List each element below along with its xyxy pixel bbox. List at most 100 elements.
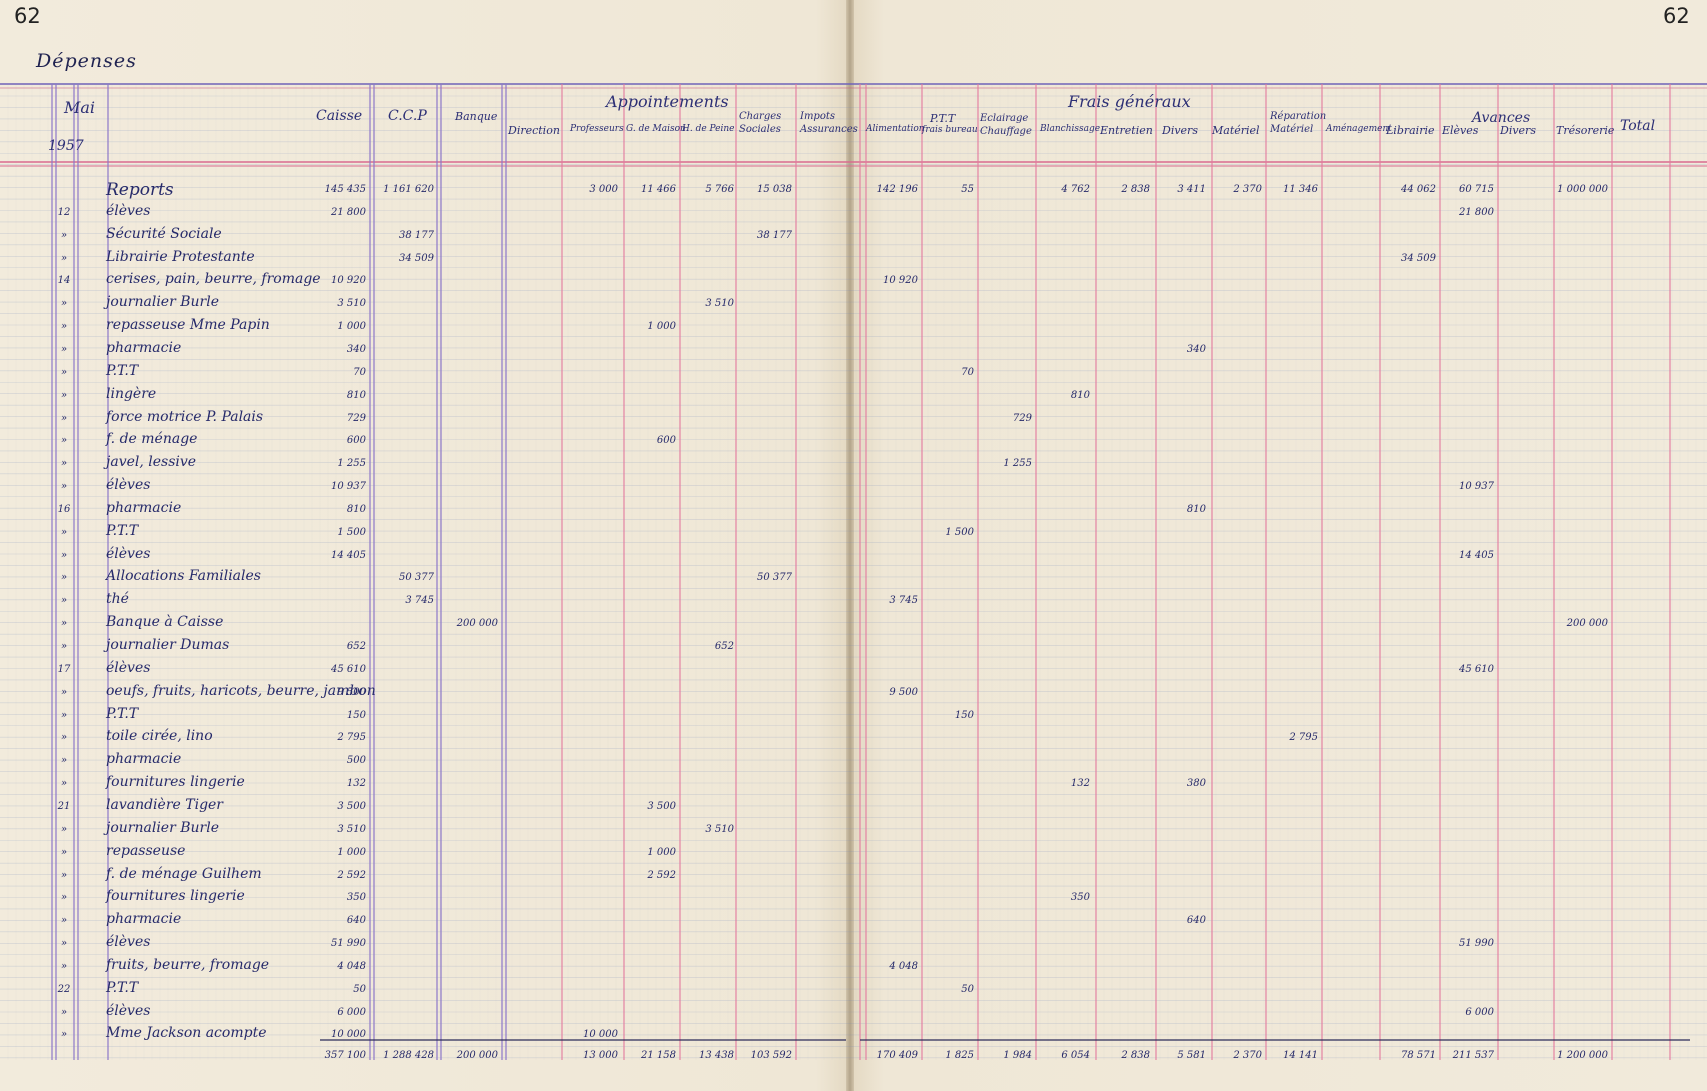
- row-day: 17: [57, 663, 71, 675]
- row-description: thé: [106, 591, 129, 608]
- row-amount-caisse: 340: [346, 343, 366, 355]
- row-amount-professeurs: 3 000: [589, 184, 618, 195]
- row-amount-alim: 9 500: [889, 686, 918, 698]
- row-amount-caisse: 50: [353, 983, 366, 995]
- row-amount-alim: 4 048: [889, 960, 918, 972]
- row-amount-caisse: 10 920: [331, 275, 366, 287]
- row-amount-charges: 50 377: [757, 572, 792, 584]
- row-day: »: [60, 732, 68, 744]
- row-amount-caisse: 2 592: [337, 869, 366, 881]
- total-entret: 2 838: [1121, 1050, 1150, 1061]
- header-direction: Direction: [508, 124, 560, 137]
- row-amount-caisse: 1 255: [337, 458, 366, 470]
- header-year: 1957: [48, 138, 84, 154]
- header-amenagement: Aménagement: [1326, 124, 1392, 134]
- header-materiel: Matériel: [1212, 124, 1260, 137]
- total-eleves: 211 537: [1452, 1050, 1494, 1061]
- row-amount-librairie: 34 509: [1401, 252, 1436, 264]
- row-description: toile cirée, lino: [106, 728, 213, 745]
- row-description: Banque à Caisse: [106, 614, 224, 631]
- total-repar: 14 141: [1283, 1050, 1318, 1061]
- header-divers: Divers: [1162, 124, 1198, 137]
- row-amount-caisse: 51 990: [331, 938, 366, 950]
- row-amount-caisse: 1 000: [337, 321, 366, 333]
- row-amount-caisse: 6 000: [337, 1006, 366, 1018]
- row-day: »: [60, 481, 68, 493]
- row-day: »: [60, 869, 68, 881]
- row-amount-charges: 38 177: [757, 229, 792, 241]
- row-amount-hdp: 3 510: [705, 823, 734, 835]
- row-day: »: [60, 252, 68, 264]
- row-day: »: [60, 366, 68, 378]
- row-amount-gdm: 1 000: [647, 321, 676, 333]
- row-day: »: [60, 709, 68, 721]
- row-description: cerises, pain, beurre, fromage: [106, 271, 321, 288]
- row-day: 12: [57, 206, 71, 218]
- row-day: »: [60, 686, 68, 698]
- header-ccp: C.C.P: [388, 108, 427, 124]
- row-description: lingère: [106, 385, 157, 402]
- row-amount-divers: 640: [1186, 915, 1206, 927]
- row-amount-gdm: 600: [656, 435, 676, 447]
- row-amount-gdm: 11 466: [641, 184, 676, 195]
- row-amount-caisse: 14 405: [331, 549, 366, 561]
- total-materiel: 2 370: [1233, 1050, 1262, 1061]
- total-eclair: 1 984: [1003, 1050, 1032, 1061]
- row-day: »: [60, 1006, 68, 1018]
- row-amount-ccp: 38 177: [399, 229, 434, 241]
- row-amount-divers: 3 411: [1177, 184, 1206, 195]
- row-description: fournitures lingerie: [106, 888, 245, 905]
- row-amount-eleves: 6 000: [1465, 1006, 1494, 1018]
- header-caisse: Caisse: [316, 108, 363, 124]
- row-amount-librairie: 44 062: [1401, 184, 1436, 195]
- row-amount-treso: 200 000: [1566, 618, 1608, 630]
- row-description: pharmacie: [106, 751, 182, 768]
- row-description: élèves: [106, 934, 151, 951]
- row-description: Sécurité Sociale: [106, 225, 222, 242]
- row-amount-eclair: 729: [1012, 412, 1032, 424]
- row-day: »: [60, 229, 68, 241]
- row-description: javel, lessive: [106, 454, 197, 471]
- row-description: Allocations Familiales: [106, 568, 261, 585]
- header-total: Total: [1620, 118, 1656, 134]
- row-amount-divers: 810: [1186, 503, 1206, 515]
- header-month: Mai: [64, 98, 96, 117]
- row-amount-banque: 200 000: [456, 618, 498, 630]
- row-amount-repar: 2 795: [1289, 732, 1318, 744]
- total-treso: 1 200 000: [1557, 1050, 1608, 1061]
- row-description: f. de ménage Guilhem: [106, 865, 262, 882]
- row-day: »: [60, 823, 68, 835]
- row-amount-gdm: 2 592: [647, 869, 676, 881]
- header-banque: Banque: [455, 110, 498, 123]
- row-day: »: [60, 526, 68, 538]
- header-frais-generaux: Frais généraux: [1068, 92, 1191, 111]
- row-amount-caisse: 150: [346, 709, 366, 721]
- row-amount-eleves: 21 800: [1459, 206, 1494, 218]
- row-day: »: [60, 435, 68, 447]
- total-ptt: 1 825: [945, 1050, 974, 1061]
- row-description: P.T.T: [106, 705, 139, 722]
- row-amount-caisse: 10 000: [331, 1029, 366, 1041]
- header-tresorerie: Trésorerie: [1556, 124, 1615, 137]
- row-amount-caisse: 3 500: [337, 800, 366, 812]
- row-amount-charges: 15 038: [757, 184, 792, 195]
- row-amount-caisse: 132: [346, 778, 366, 790]
- row-amount-caisse: 3 510: [337, 298, 366, 310]
- row-day: »: [60, 298, 68, 310]
- book-gutter: [846, 0, 854, 1091]
- row-amount-professeurs: 10 000: [583, 1029, 618, 1041]
- row-amount-caisse: 10 937: [331, 481, 366, 493]
- row-amount-eleves: 60 715: [1459, 184, 1494, 195]
- row-amount-divers: 340: [1186, 343, 1206, 355]
- row-amount-eclair: 1 255: [1003, 458, 1032, 470]
- total-blanch: 6 054: [1061, 1050, 1090, 1061]
- row-day: 14: [57, 275, 71, 287]
- row-day: »: [60, 915, 68, 927]
- row-amount-caisse: 1 500: [337, 526, 366, 538]
- row-description: élèves: [106, 202, 151, 219]
- header-ptt-frais-bureau: frais bureau: [922, 125, 978, 135]
- row-amount-caisse: 500: [346, 755, 366, 767]
- row-description: journalier Dumas: [106, 637, 230, 653]
- row-amount-caisse: 810: [346, 389, 366, 401]
